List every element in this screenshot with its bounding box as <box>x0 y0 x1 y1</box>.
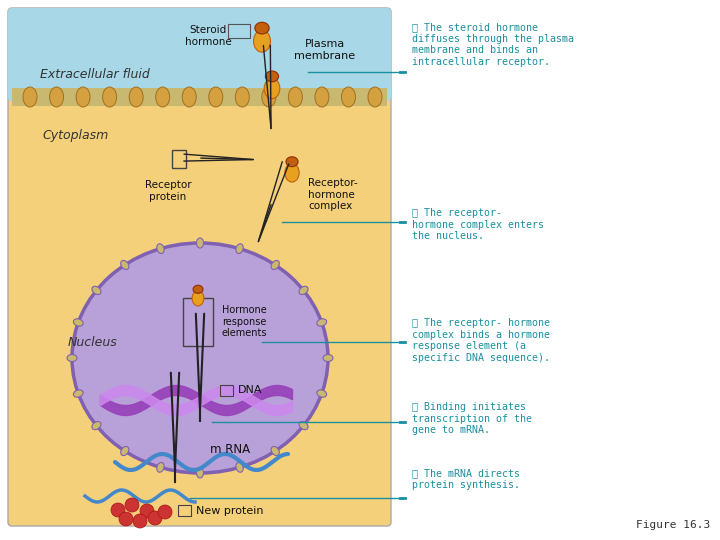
Text: ④ Binding initiates
transcription of the
gene to mRNA.: ④ Binding initiates transcription of the… <box>412 402 532 435</box>
Bar <box>178 505 191 516</box>
Ellipse shape <box>264 78 280 99</box>
Text: m RNA: m RNA <box>210 443 250 456</box>
Ellipse shape <box>289 87 302 107</box>
Ellipse shape <box>92 286 101 294</box>
Ellipse shape <box>156 87 170 107</box>
Ellipse shape <box>121 447 129 456</box>
Ellipse shape <box>317 390 327 397</box>
Ellipse shape <box>67 354 77 361</box>
Ellipse shape <box>121 260 129 269</box>
Ellipse shape <box>197 238 204 248</box>
Ellipse shape <box>286 157 298 167</box>
Ellipse shape <box>73 390 83 397</box>
Text: DNA: DNA <box>238 385 263 395</box>
Text: New protein: New protein <box>196 506 264 516</box>
Circle shape <box>140 504 154 518</box>
Text: Plasma
membrane: Plasma membrane <box>294 39 356 61</box>
Text: ⑤ The mRNA directs
protein synthesis.: ⑤ The mRNA directs protein synthesis. <box>412 468 520 490</box>
Text: Hormone
response
elements: Hormone response elements <box>222 305 268 338</box>
Ellipse shape <box>92 422 101 430</box>
Text: Cytoplasm: Cytoplasm <box>42 129 108 141</box>
Ellipse shape <box>157 244 164 253</box>
Ellipse shape <box>317 319 327 326</box>
Ellipse shape <box>299 286 308 294</box>
Text: Receptor
protein: Receptor protein <box>145 180 192 201</box>
Ellipse shape <box>73 319 83 326</box>
Circle shape <box>119 512 133 526</box>
Text: Nucleus: Nucleus <box>68 335 118 348</box>
Ellipse shape <box>50 87 63 107</box>
Text: ③ The receptor- hormone
complex binds a hormone
response element (a
specific DNA: ③ The receptor- hormone complex binds a … <box>412 318 550 363</box>
Ellipse shape <box>368 87 382 107</box>
Bar <box>172 150 186 168</box>
Ellipse shape <box>103 87 117 107</box>
Ellipse shape <box>271 447 279 456</box>
Ellipse shape <box>23 87 37 107</box>
Ellipse shape <box>315 87 329 107</box>
Ellipse shape <box>129 87 143 107</box>
Ellipse shape <box>197 468 204 478</box>
Ellipse shape <box>182 87 197 107</box>
Ellipse shape <box>253 30 271 52</box>
Ellipse shape <box>209 87 222 107</box>
Circle shape <box>148 511 162 525</box>
Ellipse shape <box>323 354 333 361</box>
Bar <box>183 298 213 346</box>
FancyBboxPatch shape <box>8 8 391 526</box>
Text: ② The receptor-
hormone complex enters
the nucleus.: ② The receptor- hormone complex enters t… <box>412 208 544 241</box>
Text: Receptor-
hormone
complex: Receptor- hormone complex <box>308 178 358 211</box>
Bar <box>220 385 233 396</box>
Text: Figure 16.3: Figure 16.3 <box>636 520 710 530</box>
Circle shape <box>133 514 147 528</box>
Ellipse shape <box>236 244 243 253</box>
FancyBboxPatch shape <box>8 8 391 101</box>
Ellipse shape <box>266 71 279 82</box>
Ellipse shape <box>72 243 328 473</box>
Ellipse shape <box>271 260 279 269</box>
Circle shape <box>111 503 125 517</box>
Text: ① The steroid hormone
diffuses through the plasma
membrane and binds an
intracel: ① The steroid hormone diffuses through t… <box>412 22 574 67</box>
Ellipse shape <box>255 22 269 34</box>
Circle shape <box>125 498 139 512</box>
Bar <box>228 24 250 38</box>
Ellipse shape <box>262 87 276 107</box>
Ellipse shape <box>341 87 356 107</box>
Ellipse shape <box>236 462 243 472</box>
Ellipse shape <box>235 87 249 107</box>
Ellipse shape <box>76 87 90 107</box>
Ellipse shape <box>299 422 308 430</box>
Bar <box>12 88 387 106</box>
Ellipse shape <box>192 291 204 306</box>
Text: Steroid
hormone: Steroid hormone <box>184 25 231 47</box>
Ellipse shape <box>193 285 203 293</box>
Circle shape <box>158 505 172 519</box>
Ellipse shape <box>285 163 299 182</box>
Text: Extracellular fluid: Extracellular fluid <box>40 68 150 80</box>
Ellipse shape <box>157 462 164 472</box>
